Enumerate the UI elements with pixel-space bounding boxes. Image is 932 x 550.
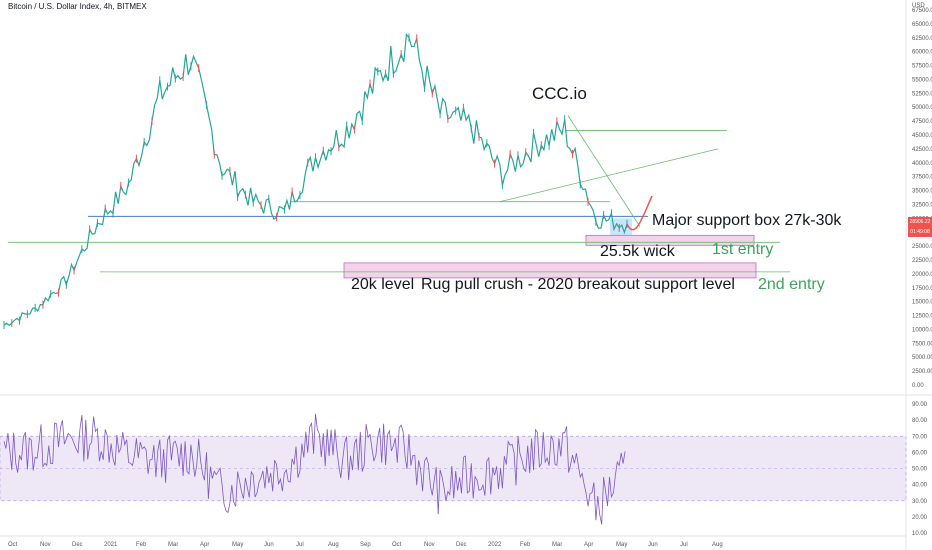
time-tick-label: May <box>616 542 627 548</box>
chart-title: Bitcoin / U.S. Dollar Index, 4h, BITMEX <box>8 2 147 11</box>
time-tick-label: Mar <box>168 542 178 548</box>
time-tick-label: Apr <box>200 542 209 548</box>
price-tick-label: 42500.00 <box>912 147 932 153</box>
countdown-badge: 01:49:08 <box>908 227 932 237</box>
price-tick-label: 65000.00 <box>912 22 932 28</box>
time-tick-label: May <box>232 542 243 548</box>
price-tick-label: 60000.00 <box>912 50 932 56</box>
price-tick-label: 17500.00 <box>912 286 932 292</box>
time-tick-label: Oct <box>8 542 18 548</box>
time-tick-label: Oct <box>392 542 402 548</box>
price-tick-label: 40000.00 <box>912 161 932 167</box>
price-tick-label: 47500.00 <box>912 119 932 125</box>
first-entry-label: 1st entry <box>712 241 774 258</box>
price-tick-label: 15000.00 <box>912 300 932 306</box>
price-tick-label: 12500.00 <box>912 314 932 320</box>
time-tick-label: Feb <box>136 542 147 548</box>
price-tick-label: 62500.00 <box>912 36 932 42</box>
major-support-label: Major support box 27k-30k <box>652 212 842 229</box>
price-tick-label: 5000.00 <box>912 355 932 361</box>
price-tick-label: 37500.00 <box>912 175 932 181</box>
price-tick-label: 7500.00 <box>912 341 932 347</box>
price-tick-label: 32500.00 <box>912 202 932 208</box>
rsi-tick-label: 90.00 <box>912 402 928 408</box>
rsi-tick-label: 80.00 <box>912 418 928 424</box>
level-20k-box <box>343 262 757 279</box>
rsi-tick-label: 30.00 <box>912 499 928 505</box>
projection-line <box>626 195 653 231</box>
level-20k-label: 20k level <box>351 276 415 293</box>
price-tick-label: 52500.00 <box>912 91 932 97</box>
time-tick-label: Jul <box>680 542 688 548</box>
time-tick-label: Jul <box>296 542 304 548</box>
price-axis-unit: USD <box>912 3 925 9</box>
price-tick-label: 10000.00 <box>912 327 932 333</box>
last-price-badge: 28906.22 <box>908 217 932 227</box>
rsi-tick-label: 20.00 <box>912 515 928 521</box>
price-tick-label: 22500.00 <box>912 258 932 264</box>
time-tick-label: Sep <box>360 542 371 548</box>
rsi-tick-label: 70.00 <box>912 434 928 440</box>
time-tick-label: 2022 <box>488 542 502 548</box>
time-tick-label: Nov <box>40 542 51 548</box>
price-tick-label: 45000.00 <box>912 133 932 139</box>
time-tick-label: Nov <box>424 542 435 548</box>
falling-trend-line <box>567 115 641 227</box>
price-tick-label: 57500.00 <box>912 64 932 70</box>
price-tick-label: 50000.00 <box>912 105 932 111</box>
time-tick-label: Dec <box>456 542 467 548</box>
time-tick-label: Apr <box>584 542 593 548</box>
price-tick-label: 67500.00 <box>912 8 932 14</box>
price-tick-label: 20000.00 <box>912 272 932 278</box>
time-tick-label: Aug <box>328 542 339 548</box>
price-tick-label: 55000.00 <box>912 77 932 83</box>
watermark-label: CCC.io <box>532 84 587 103</box>
second-entry-label: 2nd entry <box>758 276 825 293</box>
rsi-tick-label: 60.00 <box>912 450 928 456</box>
time-tick-label: Jun <box>648 542 658 548</box>
rsi-line <box>3 413 626 525</box>
time-tick-label: 2021 <box>104 542 118 548</box>
time-tick-label: Aug <box>712 542 723 548</box>
wick-label: 25.5k wick <box>600 243 675 260</box>
time-tick-label: Jun <box>264 542 274 548</box>
price-tick-label: 25000.00 <box>912 244 932 250</box>
rsi-tick-label: 10.00 <box>912 531 928 537</box>
rising-trend-line <box>499 148 719 203</box>
rsi-tick-label: 40.00 <box>912 483 928 489</box>
time-tick-label: Dec <box>72 542 83 548</box>
wick-box <box>585 234 755 246</box>
price-tick-label: 0.00 <box>912 383 924 389</box>
time-tick-label: Mar <box>552 542 562 548</box>
rug-pull-label: Rug pull crush - 2020 breakout support l… <box>421 276 735 293</box>
time-tick-label: Feb <box>520 542 531 548</box>
price-tick-label: 35000.00 <box>912 189 932 195</box>
rsi-tick-label: 50.00 <box>912 467 928 473</box>
price-tick-label: 2500.00 <box>912 369 932 375</box>
